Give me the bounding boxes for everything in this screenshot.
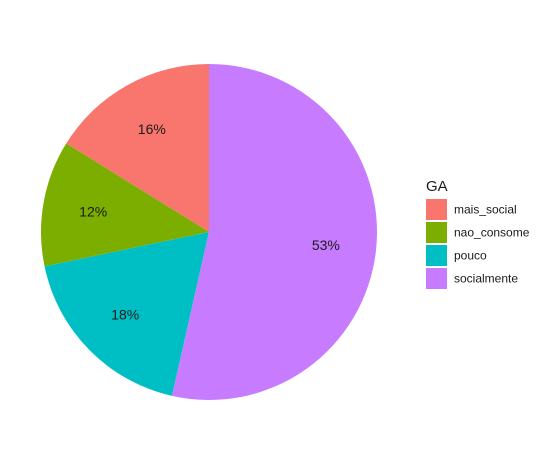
pie-slice-labels: 16% 12% 18% 53%: [79, 121, 340, 322]
legend-key-nao_consome: [426, 222, 447, 243]
legend-key-socialmente: [426, 268, 447, 289]
slice-label-mais_social: 16%: [138, 121, 166, 137]
legend-label-mais_social: mais_social: [454, 203, 517, 217]
legend-key-pouco: [426, 245, 447, 266]
legend-label-nao_consome: nao_consome: [454, 226, 530, 240]
pie-slice-mais_social: [66, 64, 209, 232]
legend-key-mais_social: [426, 199, 447, 220]
pie-slice-pouco: [44, 232, 210, 396]
slice-label-socialmente: 53%: [312, 237, 340, 253]
legend-title: GA: [426, 178, 448, 195]
pie-slice-socialmente: [171, 64, 378, 400]
slice-label-pouco: 18%: [111, 306, 139, 322]
pie-slices: [41, 64, 378, 400]
pie-slice-nao_consome: [41, 143, 209, 267]
legend-label-socialmente: socialmente: [454, 272, 518, 286]
slice-label-nao_consome: 12%: [79, 204, 107, 220]
legend-label-pouco: pouco: [454, 249, 487, 263]
